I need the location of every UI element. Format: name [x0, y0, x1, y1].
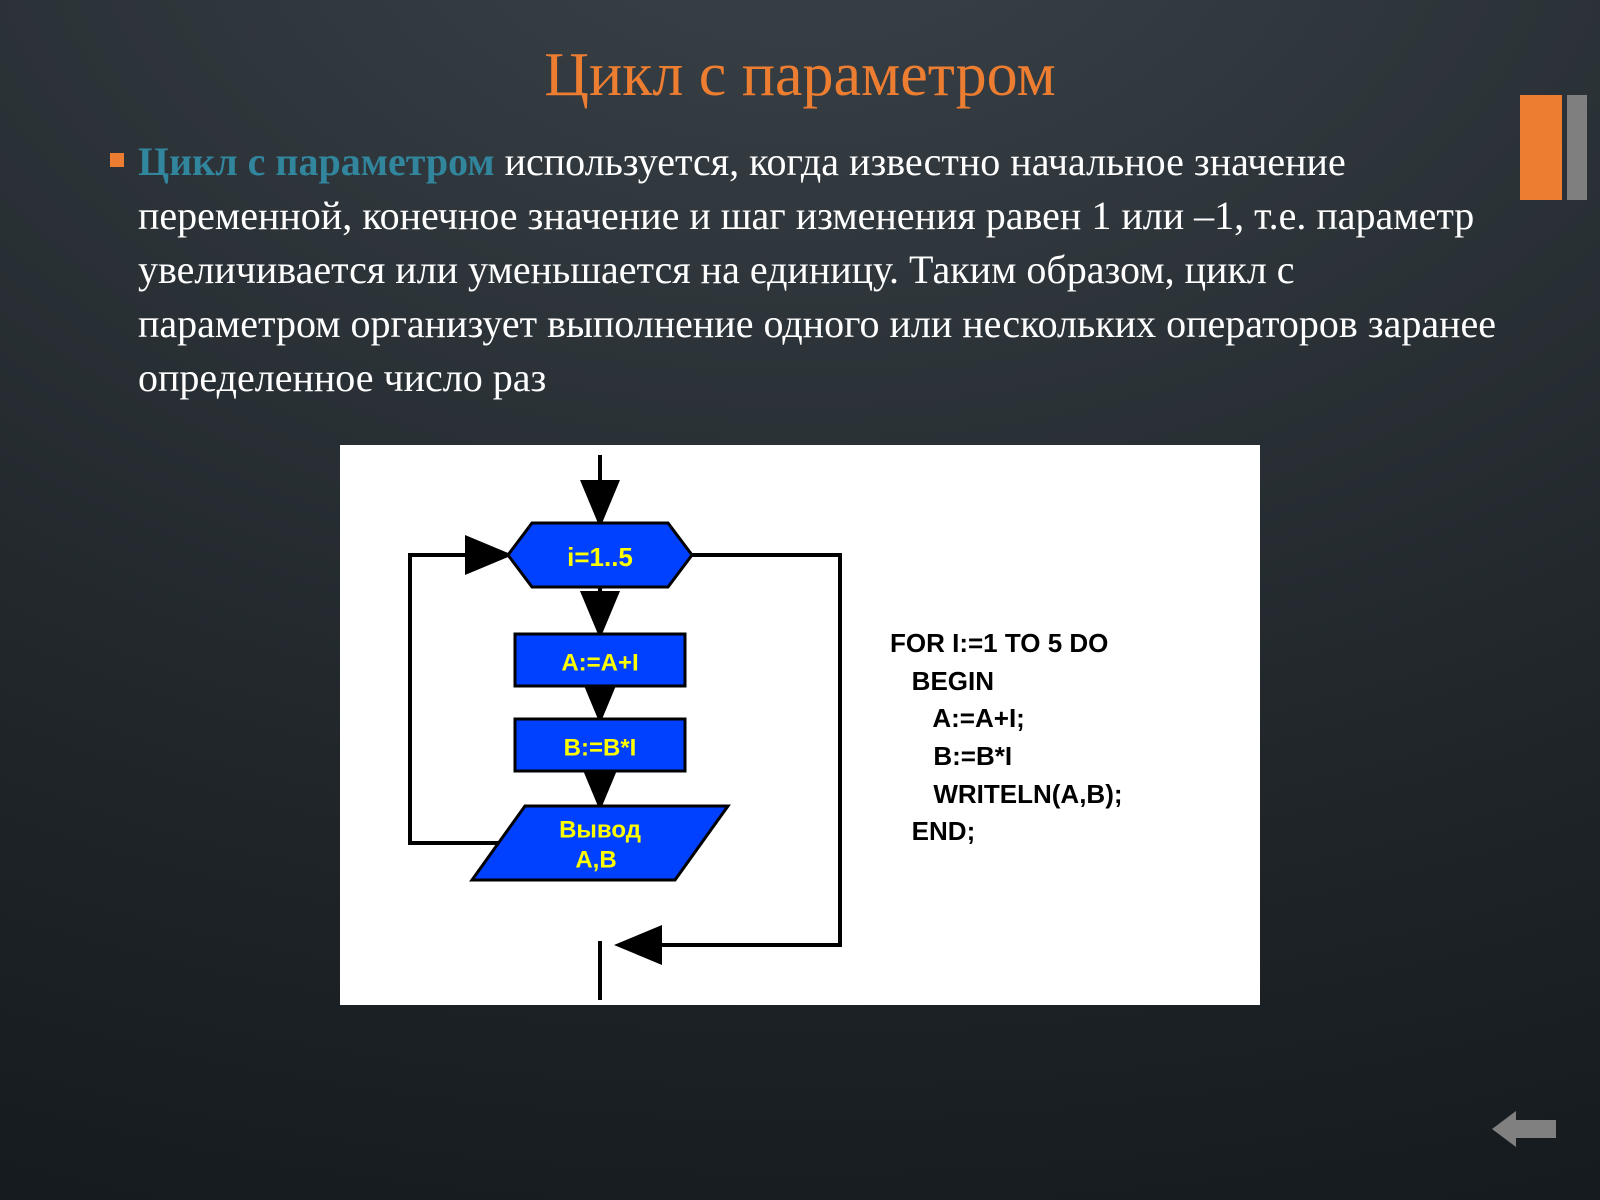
slide: Цикл с параметром Цикл с параметром испо… [0, 0, 1600, 1200]
accent-bar-gray [1567, 95, 1587, 200]
body-text: Цикл с параметром используется, когда из… [138, 135, 1500, 405]
back-arrow-icon [1492, 1107, 1556, 1151]
code-line: A:=A+I; [890, 703, 1025, 733]
flowchart-figure: i=1..5 A:=A+I B:=B*I Вывод A,B FOR I:=1 … [340, 445, 1260, 1005]
node-rect-2-label: B:=B*I [564, 734, 637, 761]
accent-bar-orange [1520, 95, 1562, 200]
body-block: Цикл с параметром используется, когда из… [100, 135, 1500, 405]
node-rect-1-label: A:=A+I [561, 649, 638, 676]
code-line: WRITELN(A,B); [890, 779, 1123, 809]
code-block: FOR I:=1 TO 5 DO BEGIN A:=A+I; B:=B*I WR… [890, 625, 1123, 851]
bullet-icon [110, 153, 124, 167]
code-line: B:=B*I [890, 741, 1012, 771]
node-para-label-1: Вывод [559, 816, 641, 843]
code-line: BEGIN [890, 666, 994, 696]
edge-loopback [410, 555, 505, 843]
code-line: FOR I:=1 TO 5 DO [890, 628, 1108, 658]
slide-title: Цикл с параметром [100, 40, 1500, 111]
bullet-item: Цикл с параметром используется, когда из… [110, 135, 1500, 405]
code-line: END; [890, 816, 975, 846]
node-hexagon-label: i=1..5 [567, 542, 633, 572]
lead-term: Цикл с параметром [138, 139, 495, 184]
back-arrow-button[interactable] [1492, 1107, 1556, 1156]
node-para-label-2: A,B [575, 846, 616, 873]
accent-decoration [1520, 95, 1600, 200]
